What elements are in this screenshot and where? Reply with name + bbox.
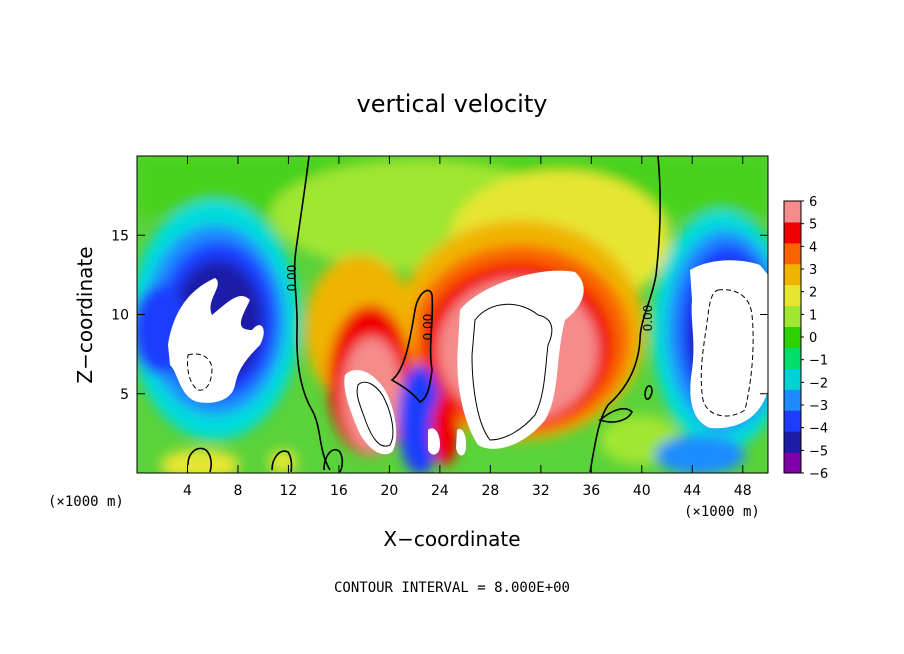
chart-title: vertical velocity	[357, 90, 548, 118]
colorbar-label: 1	[809, 308, 817, 323]
colorbar-swatch	[784, 305, 801, 328]
y-tick-label: 15	[111, 228, 129, 244]
colorbar-label: −1	[809, 354, 828, 369]
x-unit-right: (×1000 m)	[684, 504, 760, 520]
x-tick-label: 8	[233, 483, 242, 499]
colorbar-label: 6	[809, 195, 817, 210]
x-tick-label: 32	[532, 483, 550, 499]
x-tick-label: 48	[734, 483, 752, 499]
x-tick-label: 4	[183, 483, 192, 499]
colorbar-label: 2	[809, 286, 817, 301]
colorbar-swatch	[784, 242, 801, 265]
x-tick-label: 12	[280, 483, 298, 499]
inner-contours	[356, 303, 553, 447]
contour-label-1: 0.00	[421, 314, 435, 341]
x-tick-label: 16	[330, 483, 348, 499]
colorbar-swatch	[784, 326, 801, 348]
colorbar-swatch	[784, 201, 801, 223]
x-tick-label: 24	[431, 483, 449, 499]
x-unit-left: (×1000 m)	[48, 494, 124, 510]
zero-contours	[187, 155, 661, 473]
colorbar-swatch	[784, 368, 801, 390]
colorbar-label: −4	[809, 422, 828, 437]
colorbar-swatch	[784, 452, 801, 474]
colorbar-label: −3	[809, 399, 828, 414]
colorbar-swatch	[784, 284, 801, 307]
colorbar-label: 5	[809, 218, 817, 233]
colorbar-label: −2	[809, 376, 828, 391]
x-tick-label: 40	[633, 483, 651, 499]
y-tick-label: 5	[120, 387, 129, 403]
velocity-field	[137, 156, 768, 473]
x-tick-label: 20	[380, 483, 398, 499]
x-axis: 4 8 12 16 20 24 28 32 36 40 44 48	[183, 156, 752, 499]
y-axis: 5 10 15	[111, 228, 768, 403]
colorbar-swatch	[784, 431, 801, 453]
colorbar-swatch	[784, 389, 801, 411]
colorbar-label: −5	[809, 444, 828, 459]
colorbar-label: 4	[809, 240, 817, 255]
colorbar-label: 0	[809, 331, 817, 346]
y-tick-label: 10	[111, 308, 129, 324]
plot-area: 0.00 0.00 0.00	[136, 155, 769, 474]
y-axis-title: Z−coordinate	[73, 246, 97, 383]
x-tick-label: 44	[683, 483, 701, 499]
contour-label-2: 0.00	[641, 305, 655, 332]
x-axis-title: X−coordinate	[383, 527, 520, 551]
x-tick-label: 28	[481, 483, 499, 499]
colorbar-swatch	[784, 347, 801, 369]
x-tick-label: 36	[582, 483, 600, 499]
colorbar-swatch	[784, 263, 801, 286]
colorbar: 6 5 4 3 2 1 0 −1 −2 −3 −4 −5 −6	[783, 195, 828, 482]
contour-interval-note: CONTOUR INTERVAL = 8.000E+00	[334, 580, 570, 596]
colorbar-swatch	[784, 221, 801, 244]
colorbar-swatch	[784, 410, 801, 432]
colorbar-label: 3	[809, 263, 817, 278]
contour-label-0: 0.00	[285, 265, 299, 292]
negative-contours	[187, 289, 754, 417]
colorbar-label: −6	[809, 467, 828, 482]
